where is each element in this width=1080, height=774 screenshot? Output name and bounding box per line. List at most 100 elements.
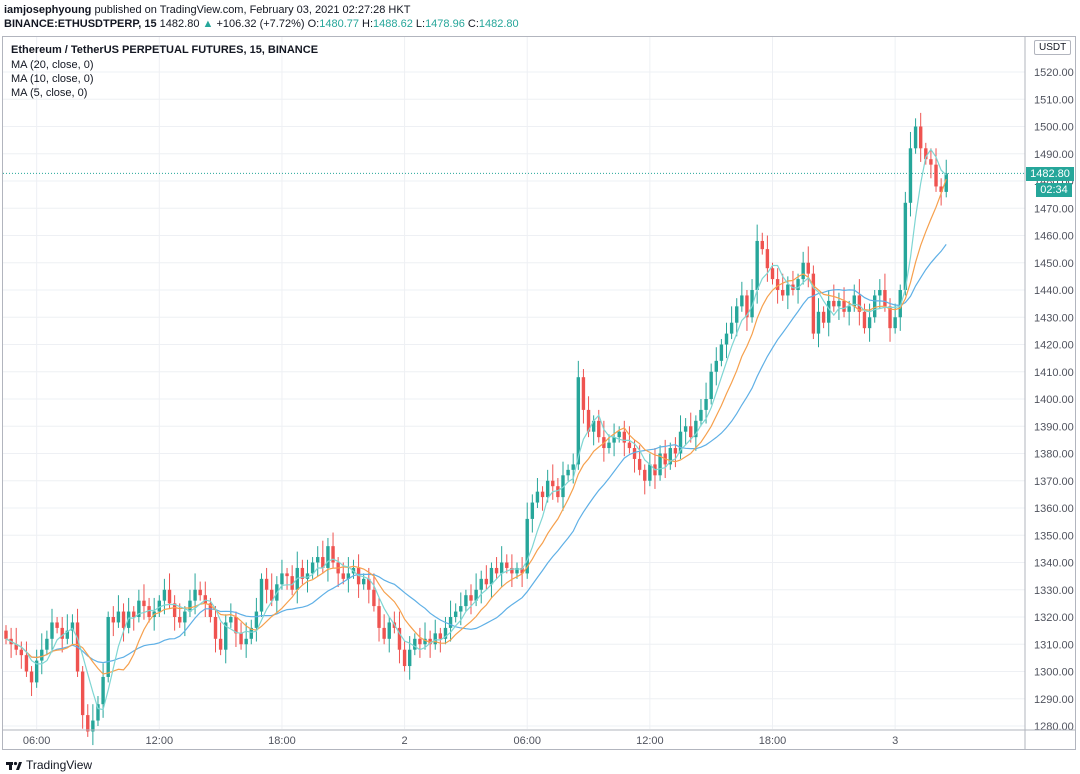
candle-body (525, 518, 529, 574)
candle-body (561, 475, 565, 498)
candle-body (372, 589, 376, 607)
candle-body (178, 617, 182, 623)
legend-ma10[interactable]: MA (10, close, 0) (11, 73, 94, 85)
candle-body (60, 627, 64, 639)
chart-frame[interactable] (2, 36, 1076, 750)
candle-body (735, 306, 739, 323)
candle-body (382, 627, 386, 639)
y-tick-label: 1500.00 (1034, 122, 1074, 134)
candle-body (443, 627, 448, 639)
candle-body (755, 240, 759, 290)
candle-body (188, 600, 192, 612)
candle-body (806, 262, 810, 274)
y-tick-label: 1280.00 (1034, 721, 1074, 733)
ma20-line (5, 244, 947, 664)
last-price-value: 1482.80 (159, 18, 200, 30)
up-arrow-icon: ▲ (202, 18, 214, 30)
candle-body (811, 273, 816, 334)
candle-body (224, 622, 228, 650)
candle-body (183, 611, 187, 623)
candle-body (918, 126, 923, 149)
legend-ma20[interactable]: MA (20, close, 0) (11, 59, 94, 71)
candle-body (14, 644, 18, 650)
candle-body (290, 576, 294, 590)
candle-body (367, 578, 371, 590)
candle-body (893, 317, 897, 329)
candle-body (40, 649, 44, 661)
candle-body (116, 611, 121, 623)
currency-unit-label[interactable]: USDT (1034, 40, 1072, 55)
candle-body (162, 589, 167, 601)
candle-body (510, 567, 514, 574)
candle-body (673, 448, 678, 454)
candle-body (29, 671, 34, 683)
published-text: published on TradingView.com, February 0… (94, 4, 411, 16)
candle-body (433, 633, 437, 645)
candle-body (760, 240, 764, 250)
candle-body (775, 279, 780, 290)
candle-body (556, 486, 560, 498)
candle-body (300, 567, 305, 579)
ma5-line (5, 148, 947, 711)
candle-body (285, 573, 289, 577)
candle-body (622, 431, 627, 443)
candle-body (632, 448, 637, 459)
candle-body (786, 284, 790, 296)
candle-body (857, 295, 862, 312)
candle-body (704, 399, 708, 410)
candle-body (837, 300, 841, 307)
candle-body (172, 603, 177, 617)
y-tick-label: 1350.00 (1034, 530, 1074, 542)
candle-body (321, 557, 325, 568)
candle-body (499, 562, 504, 574)
y-tick-label: 1420.00 (1034, 340, 1074, 352)
change-value: +106.32 (+7.72%) (216, 18, 305, 30)
candle-body (530, 502, 535, 519)
candle-body (908, 148, 913, 203)
candle-body (193, 589, 197, 601)
candle-body (132, 611, 136, 617)
candle-body (259, 578, 264, 612)
close-label: C: (467, 18, 479, 30)
candle-body (781, 290, 785, 296)
candle-body (852, 295, 856, 307)
footer-brand[interactable]: TradingView (6, 757, 92, 773)
candle-body (305, 573, 310, 579)
candle-body (607, 442, 611, 449)
candle-body (745, 295, 749, 318)
candle-body (270, 589, 274, 601)
candle-body (597, 420, 601, 438)
candle-body (80, 671, 85, 716)
y-tick-label: 1440.00 (1034, 285, 1074, 297)
candle-body (50, 622, 54, 639)
candle-body (157, 600, 161, 612)
y-tick-label: 1490.00 (1034, 149, 1074, 161)
candle-body (45, 638, 49, 650)
legend-ma5[interactable]: MA (5, close, 0) (11, 87, 88, 99)
candle-body (724, 333, 729, 345)
y-tick-label: 1330.00 (1034, 585, 1074, 597)
candle-body (612, 437, 616, 443)
open-label: O: (307, 18, 320, 30)
candle-body (750, 290, 754, 318)
bar-countdown-tag: 02:34 (1036, 183, 1072, 197)
y-tick-label: 1380.00 (1034, 449, 1074, 461)
close-value: 1482.80 (478, 18, 519, 30)
candle-body (796, 279, 800, 290)
y-tick-label: 1410.00 (1034, 367, 1074, 379)
candle-body (505, 562, 509, 568)
x-tick-label: 2 (402, 735, 408, 747)
candle-body (55, 622, 59, 628)
low-label: L: (415, 18, 426, 30)
candle-body (898, 290, 902, 318)
candle-body (740, 295, 744, 307)
tradingview-logo-icon (6, 761, 22, 770)
candle-body (126, 611, 131, 628)
chart-title: Ethereum / TetherUS PERPETUAL FUTURES, 1… (11, 44, 319, 56)
candle-body (862, 311, 867, 329)
x-tick-label: 12:00 (636, 735, 664, 747)
y-tick-label: 1290.00 (1034, 694, 1074, 706)
y-tick-label: 1390.00 (1034, 421, 1074, 433)
x-tick-label: 06:00 (513, 735, 541, 747)
